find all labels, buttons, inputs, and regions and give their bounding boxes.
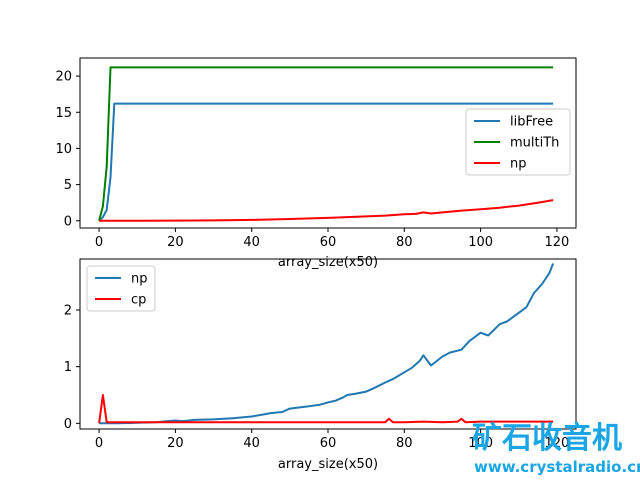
series-line-cp: [98, 394, 554, 424]
bottom-plot-lines: [98, 263, 555, 425]
series-line-np: [99, 199, 554, 222]
legend-label-cp: cp: [131, 293, 146, 308]
top-plot-lines: [98, 66, 554, 222]
y-tick-label: 10: [55, 142, 72, 157]
bottom-legend: np cp: [86, 265, 156, 312]
legend-label-libFree: libFree: [510, 115, 553, 130]
top-axes-frame: [79, 57, 577, 229]
series-line-libFree: [98, 102, 554, 222]
x-tick-label: 80: [396, 436, 413, 451]
y-tick-label: 15: [55, 106, 72, 121]
bottom-x-axis-label: array_size(x50): [278, 457, 378, 472]
watermark-url-text: www.crystalradio.cn: [474, 458, 640, 476]
watermark-chinese-text: 矿石收音机: [472, 421, 622, 456]
y-tick-label: 0: [64, 417, 72, 432]
x-tick-label: 20: [167, 436, 184, 451]
x-tick-label: 40: [243, 436, 260, 451]
bottom-axis-ticks: 0 20 40 60 80 100 120 0 1 2: [64, 304, 570, 452]
x-tick-label: 60: [320, 235, 337, 250]
y-tick-label: 5: [64, 178, 72, 193]
legend-label-np: np: [510, 157, 527, 172]
bottom-axes-frame: [79, 258, 577, 430]
top-x-axis-label: array_size(x50): [278, 255, 378, 270]
x-tick-label: 120: [545, 436, 570, 451]
x-tick-label: 60: [320, 436, 337, 451]
x-tick-label: 100: [468, 235, 493, 250]
top-legend: libFree multiTh np: [465, 108, 571, 176]
x-tick-label: 0: [95, 235, 103, 250]
series-line-multiTh: [98, 66, 554, 222]
y-tick-label: 20: [55, 70, 72, 85]
x-tick-label: 20: [167, 235, 184, 250]
x-tick-label: 40: [243, 235, 260, 250]
x-tick-label: 80: [396, 235, 413, 250]
watermark: 矿石收音机 www.crystalradio.cn: [472, 421, 640, 476]
series-line-np: [99, 263, 555, 425]
legend-label-np: np: [131, 272, 148, 287]
legend-label-multiTh: multiTh: [510, 136, 559, 151]
x-tick-label: 100: [468, 436, 493, 451]
top-axis-ticks: 0 20 40 60 80 100 120 0 5 10 15 20: [55, 70, 569, 250]
legend-frame: [465, 108, 571, 176]
y-tick-label: 0: [64, 214, 72, 229]
x-tick-label: 120: [545, 235, 570, 250]
x-tick-label: 0: [95, 436, 103, 451]
y-tick-label: 1: [64, 360, 72, 375]
y-tick-label: 2: [64, 304, 72, 319]
bottom-axes: 0 20 40 60 80 100 120 0 1 2 array_size(x50) np cp: [64, 258, 577, 472]
